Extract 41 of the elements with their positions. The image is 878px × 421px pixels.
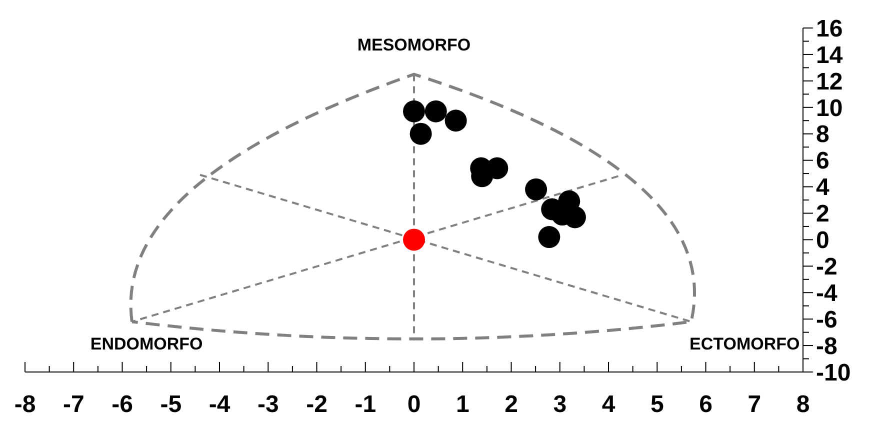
x-tick-label: -8: [14, 391, 36, 418]
x-tick-label: 2: [504, 391, 518, 418]
y-tick-label: 4: [816, 174, 830, 202]
point: [525, 178, 548, 200]
x-tick-label: 0: [407, 391, 421, 418]
x-tick-label: -6: [112, 391, 133, 418]
x-tick-label: -4: [208, 391, 231, 418]
y-tick-label: 14: [816, 42, 844, 69]
annotation: MESOMORFO: [357, 35, 471, 54]
y-tick-label: 12: [816, 68, 843, 96]
y-tick-label: -6: [816, 306, 838, 334]
x-tick-label: 8: [796, 391, 810, 418]
x-tick-label: 6: [699, 391, 712, 418]
point: [410, 122, 432, 145]
x-tick-label: -1: [354, 391, 376, 418]
annotation: ECTOMORFO: [690, 334, 800, 354]
x-tick-label: -5: [160, 391, 182, 418]
x-tick-label: -3: [257, 391, 279, 418]
x-tick-label: 5: [650, 391, 664, 418]
y-tick-label: 8: [816, 121, 830, 148]
x-tick-label: 1: [456, 391, 470, 418]
y-tick-label: 10: [816, 94, 843, 122]
x-tick-label: 7: [748, 391, 762, 418]
point: [403, 100, 425, 122]
point: [444, 110, 467, 132]
x-tick-label: 3: [553, 391, 567, 418]
point: [538, 226, 560, 248]
y-tick-label: -4: [816, 280, 838, 308]
y-tick-label: 6: [816, 148, 830, 175]
y-tick-label: -10: [816, 359, 851, 386]
point: [403, 228, 425, 251]
y-tick-label: -8: [816, 332, 838, 360]
point: [424, 100, 447, 122]
y-tick-label: 2: [816, 200, 830, 228]
annotation: ENDOMORFO: [90, 334, 203, 354]
y-tick-label: 0: [816, 227, 830, 254]
y-tick-label: -2: [816, 254, 838, 281]
y-tick-label: 16: [816, 15, 843, 42]
x-tick-label: 4: [602, 391, 616, 418]
x-tick-label: -2: [306, 391, 328, 418]
x-tick-label: -7: [62, 391, 84, 418]
